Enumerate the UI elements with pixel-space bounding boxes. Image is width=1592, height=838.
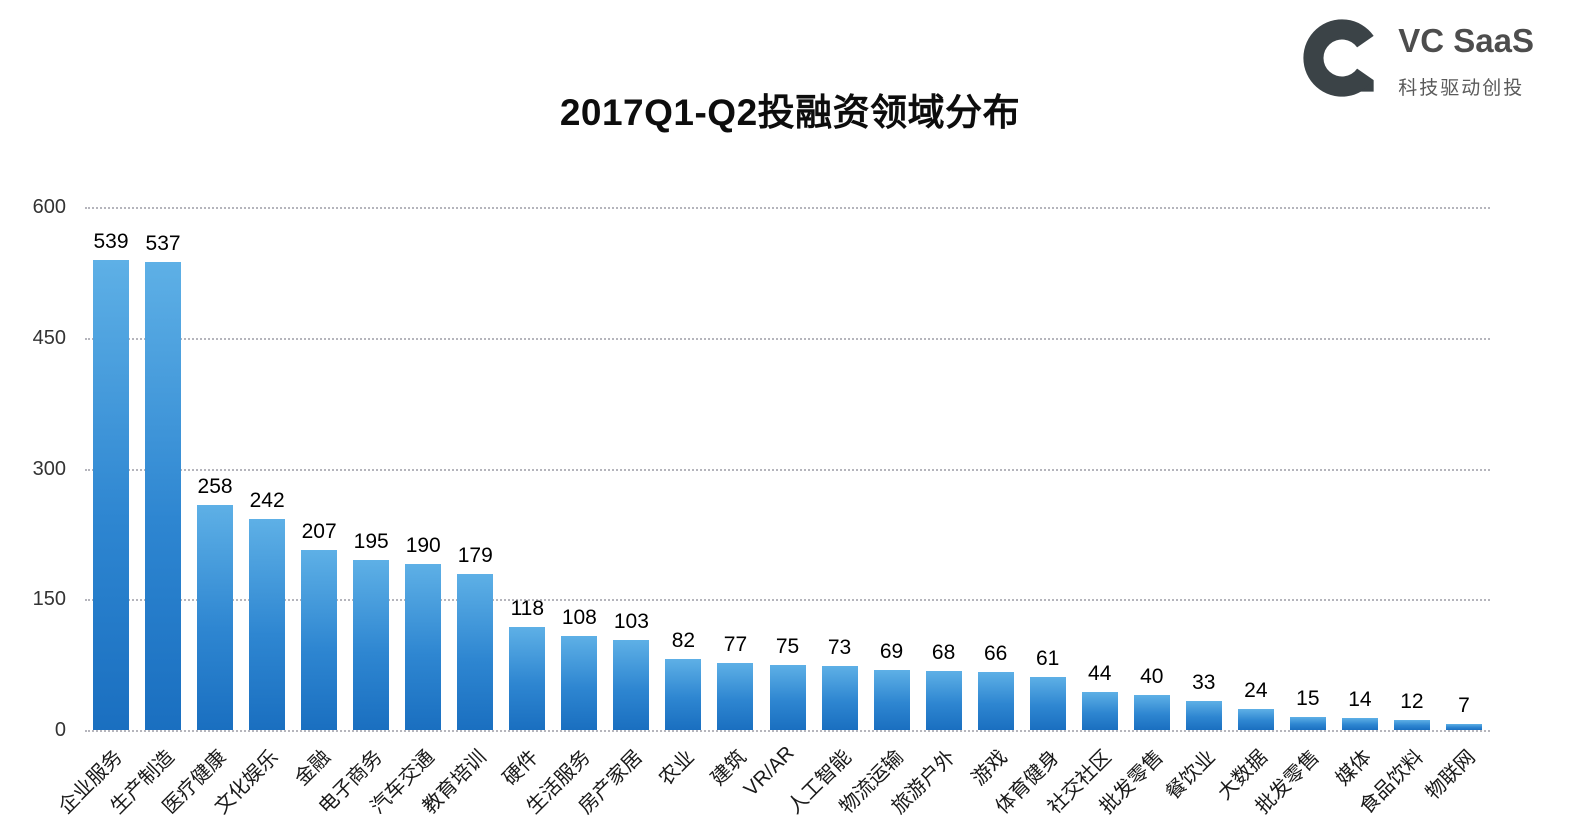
bar-value-label: 61 bbox=[1035, 646, 1060, 670]
chart-title: 2017Q1-Q2投融资领域分布 bbox=[559, 92, 1021, 133]
bar-金融 bbox=[301, 549, 338, 730]
logo-text-block: VC SaaS 科技驱动创投 bbox=[1398, 6, 1534, 100]
y-axis-tick-label: 600 bbox=[32, 196, 66, 218]
bar-value-label: 73 bbox=[827, 636, 852, 660]
bar-文化娱乐 bbox=[249, 519, 286, 730]
y-axis-tick-label: 300 bbox=[32, 457, 66, 480]
bar-媒体 bbox=[1341, 717, 1378, 730]
bar-value-label: 40 bbox=[1140, 665, 1164, 689]
bar-value-label: 66 bbox=[983, 642, 1008, 666]
bar-value-label: 14 bbox=[1348, 687, 1372, 711]
y-axis-tick-label: 0 bbox=[54, 719, 66, 741]
bar-建筑 bbox=[717, 662, 754, 730]
bar-房产家居 bbox=[613, 640, 650, 730]
bar-农业 bbox=[665, 658, 702, 730]
gridline-450 bbox=[85, 337, 1490, 340]
bar-value-label: 207 bbox=[301, 519, 337, 543]
bar-value-label: 539 bbox=[93, 230, 129, 254]
bar-value-label: 24 bbox=[1244, 679, 1268, 703]
bar-value-label: 12 bbox=[1400, 689, 1424, 713]
bar-人工智能 bbox=[821, 666, 858, 730]
gridline-600 bbox=[85, 207, 1490, 209]
bar-生产制造 bbox=[145, 261, 182, 730]
x-axis-label: 餐饮业 bbox=[1161, 746, 1220, 805]
vcsaas-logo-icon bbox=[1300, 6, 1384, 115]
gridline-150 bbox=[85, 599, 1490, 602]
y-axis-tick-label: 450 bbox=[32, 326, 66, 349]
bar-value-label: 179 bbox=[457, 543, 493, 567]
bar-汽车交通 bbox=[405, 564, 442, 730]
bar-value-label: 69 bbox=[879, 639, 904, 663]
bar-value-label: 7 bbox=[1458, 693, 1470, 717]
y-axis-tick-label: 150 bbox=[32, 588, 66, 611]
bar-value-label: 82 bbox=[671, 628, 696, 652]
bar-value-label: 118 bbox=[510, 597, 545, 621]
bar-社交社区 bbox=[1081, 691, 1118, 730]
bar-企业服务 bbox=[93, 260, 130, 730]
bar-批发零售 bbox=[1289, 716, 1326, 730]
bar-餐饮业 bbox=[1185, 701, 1222, 730]
vcsaas-logo: VC SaaS 科技驱动创投 bbox=[1300, 6, 1534, 115]
y-axis: 0 150 300 450 600 bbox=[0, 196, 66, 741]
bar-物联网 bbox=[1445, 723, 1482, 730]
bar-生活服务 bbox=[561, 635, 598, 730]
bar-批发零售 bbox=[1133, 695, 1170, 730]
bar-value-label: 258 bbox=[197, 475, 233, 499]
bar-value-label: 77 bbox=[723, 632, 748, 656]
bar-value-label: 537 bbox=[145, 231, 181, 255]
bar-教育培训 bbox=[457, 573, 494, 730]
bar-value-label: 68 bbox=[931, 640, 956, 664]
x-axis-label: 农业 bbox=[655, 746, 700, 791]
bar-电子商务 bbox=[353, 560, 390, 730]
bar-value-label: 242 bbox=[249, 489, 285, 513]
logo-subtitle: 科技驱动创投 bbox=[1398, 78, 1525, 99]
bar-物流运输 bbox=[873, 669, 910, 730]
bar-value-label: 103 bbox=[613, 610, 649, 634]
bar-体育健身 bbox=[1029, 676, 1066, 730]
logo-name: VC SaaS bbox=[1398, 22, 1534, 59]
bar-value-label: 190 bbox=[405, 534, 441, 558]
bar-大数据 bbox=[1237, 709, 1274, 730]
bar-value-label: 108 bbox=[561, 605, 597, 629]
bar-value-label: 75 bbox=[775, 634, 800, 658]
bar-食品饮料 bbox=[1393, 719, 1430, 730]
bar-医疗健康 bbox=[197, 505, 234, 730]
bar-游戏 bbox=[977, 672, 1014, 730]
gridline-300 bbox=[85, 468, 1490, 471]
bar-value-label: 33 bbox=[1192, 671, 1216, 695]
bar-VR/AR bbox=[769, 664, 806, 730]
bar-value-label: 44 bbox=[1088, 661, 1112, 685]
bar-value-label: 195 bbox=[353, 530, 389, 554]
bar-硬件 bbox=[509, 627, 546, 730]
plot-area: 539 企业服务 537 生产制造 258 医疗健康 242 文化娱乐 207 金融 195 电子商务… bbox=[55, 207, 1490, 818]
gridline-0 bbox=[85, 730, 1490, 732]
bar-value-label: 15 bbox=[1296, 686, 1320, 710]
bar-旅游户外 bbox=[925, 670, 962, 730]
x-axis-label: 物联网 bbox=[1421, 746, 1480, 805]
